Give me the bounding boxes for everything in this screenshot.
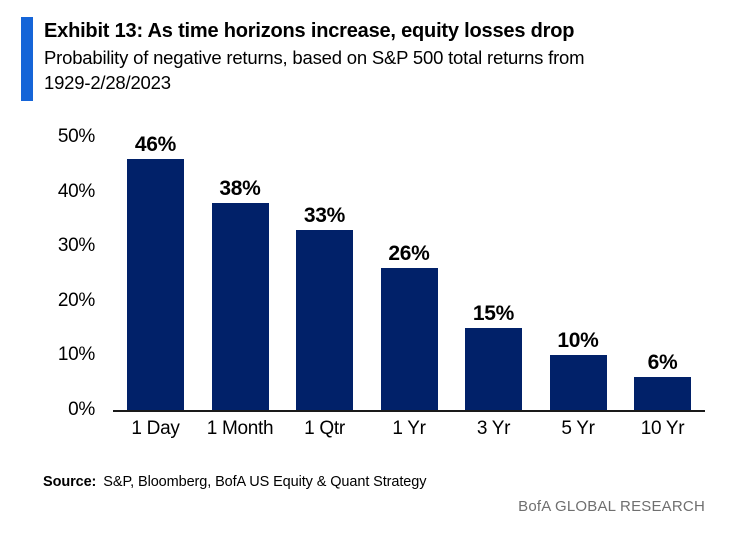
bar-group: 10% bbox=[549, 329, 607, 410]
bar-value-label: 46% bbox=[134, 132, 177, 156]
bars-container: 46% 38% 33% 26% 15% 10% 6% bbox=[113, 133, 705, 410]
source-line: Source: S&P, Bloomberg, BofA US Equity & … bbox=[43, 474, 426, 490]
y-tick-label: 0% bbox=[68, 399, 95, 420]
x-axis-label: 10 Yr bbox=[640, 418, 685, 439]
plot-area: 46% 38% 33% 26% 15% 10% 6% 0% 10% 20% 30% 40% 50% bbox=[58, 126, 705, 420]
bar-group: 33% bbox=[296, 204, 353, 410]
x-axis-label: 1 Qtr bbox=[304, 418, 345, 439]
bar-value-label: 26% bbox=[388, 242, 430, 266]
x-axis-label: 3 Yr bbox=[476, 418, 511, 439]
y-tick-label: 30% bbox=[57, 235, 95, 257]
bar-group: 38% bbox=[211, 176, 269, 410]
bar bbox=[296, 229, 353, 410]
accent-bar bbox=[21, 17, 33, 101]
header-text: Exhibit 13: As time horizons increase, e… bbox=[44, 17, 585, 101]
y-tick-label: 50% bbox=[57, 126, 95, 147]
brand-line: BofA GLOBAL RESEARCH bbox=[518, 498, 705, 515]
bar-group: 46% bbox=[127, 133, 184, 410]
bar-group: 26% bbox=[380, 242, 438, 410]
x-axis-labels: 1 Day 1 Month 1 Qtr 1 Yr 3 Yr 5 Yr 10 Yr bbox=[113, 418, 705, 440]
x-axis-label: 1 Day bbox=[131, 418, 180, 439]
chart-subtitle-line2: 1929-2/28/2023 bbox=[44, 72, 171, 93]
bar-value-label: 33% bbox=[303, 203, 346, 227]
bar bbox=[549, 355, 607, 410]
x-axis-label: 1 Month bbox=[206, 418, 274, 439]
bar-value-label: 10% bbox=[557, 329, 599, 353]
bar-group: 6% bbox=[634, 351, 691, 410]
chart-subtitle-line1: Probability of negative returns, based o… bbox=[44, 47, 585, 68]
exhibit-header: Exhibit 13: As time horizons increase, e… bbox=[21, 17, 585, 101]
source-text: S&P, Bloomberg, BofA US Equity & Quant S… bbox=[103, 474, 427, 490]
source-label: Source: bbox=[43, 474, 97, 490]
bar bbox=[380, 268, 438, 410]
y-tick-label: 10% bbox=[57, 344, 95, 366]
bar-value-label: 6% bbox=[647, 351, 678, 375]
bar bbox=[127, 158, 184, 410]
bar bbox=[211, 202, 269, 410]
bar-value-label: 38% bbox=[219, 176, 261, 200]
bar bbox=[634, 377, 691, 410]
y-tick-label: 40% bbox=[57, 180, 95, 202]
y-tick-label: 20% bbox=[57, 289, 95, 311]
chart-title: Exhibit 13: As time horizons increase, e… bbox=[44, 20, 575, 42]
bar-group: 15% bbox=[465, 302, 522, 410]
bar-value-label: 15% bbox=[472, 302, 515, 326]
x-axis-label: 5 Yr bbox=[561, 418, 595, 439]
x-axis-label: 1 Yr bbox=[392, 418, 426, 439]
bar bbox=[465, 328, 522, 410]
